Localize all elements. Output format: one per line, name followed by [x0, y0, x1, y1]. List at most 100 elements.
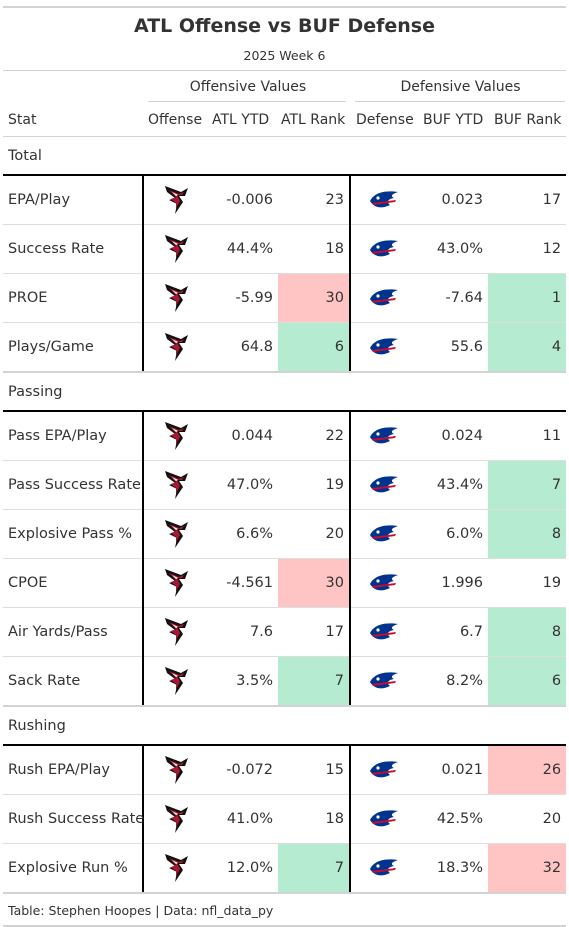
column-header-rule	[3, 136, 566, 137]
table-row: Sack Rate 3.5% 7 8.2% 6	[3, 656, 567, 707]
buf-ytd-value: 42.5%	[416, 794, 488, 844]
atl-rank-value: 22	[278, 411, 350, 461]
atl-rank-value: 7	[278, 843, 350, 894]
atl-ytd-value: -0.072	[208, 745, 278, 795]
buf-rank-value: 6	[488, 656, 567, 707]
header-top-rule	[3, 70, 566, 71]
buf-rank-value: 32	[488, 843, 567, 894]
table-row: Plays/Game 64.8 6 55.6 4	[3, 322, 567, 373]
bills-logo-icon	[369, 289, 398, 306]
buf-ytd-value: -7.64	[416, 273, 488, 323]
stat-name: PROE	[3, 273, 143, 323]
falcons-logo-icon	[165, 756, 188, 784]
falcons-logo-icon	[165, 235, 188, 263]
table-row: PROE -5.99 30 -7.64 1	[3, 273, 567, 323]
atl-ytd-value: -0.006	[208, 175, 278, 225]
offense-logo-cell	[142, 656, 208, 707]
offense-logo-cell	[142, 509, 208, 559]
source-note: Table: Stephen Hoopes | Data: nfl_data_p…	[8, 903, 274, 918]
defense-logo-cell	[349, 322, 416, 373]
buf-ytd-value: 0.024	[416, 411, 488, 461]
stat-name: Pass EPA/Play	[3, 411, 143, 461]
stat-name: Rush Success Rate	[3, 794, 144, 844]
stat-name: Sack Rate	[3, 656, 143, 707]
buf-ytd-value: 6.7	[416, 607, 488, 657]
offense-logo-cell	[142, 175, 208, 225]
bills-logo-icon	[369, 810, 398, 827]
buf-ytd-value: 6.0%	[416, 509, 488, 559]
defense-logo-cell	[349, 843, 416, 894]
col-header-atl-ytd: ATL YTD	[212, 112, 270, 128]
falcons-logo-icon	[165, 186, 188, 214]
bills-logo-icon	[369, 525, 398, 542]
group-row-total: Total	[3, 137, 567, 176]
table-row: Air Yards/Pass 7.6 17 6.7 8	[3, 607, 567, 657]
bottom-rule	[3, 925, 566, 927]
atl-ytd-value: -4.561	[208, 558, 278, 608]
buf-ytd-value: 43.0%	[416, 224, 488, 274]
offense-logo-cell	[142, 607, 208, 657]
falcons-logo-icon	[165, 284, 188, 312]
buf-ytd-value: 0.021	[416, 745, 488, 795]
col-header-buf-ytd: BUF YTD	[423, 112, 484, 128]
buf-ytd-value: 1.996	[416, 558, 488, 608]
table-row: EPA/Play -0.006 23 0.023 17	[3, 175, 567, 225]
col-header-offense: Offense	[148, 112, 203, 128]
atl-ytd-value: 44.4%	[208, 224, 278, 274]
buf-rank-value: 26	[488, 745, 567, 795]
atl-rank-value: 17	[278, 607, 350, 657]
bills-logo-icon	[369, 427, 398, 444]
defense-logo-cell	[349, 460, 416, 510]
col-header-atl-rank: ATL Rank	[281, 112, 346, 128]
buf-rank-value: 8	[488, 509, 567, 559]
atl-ytd-value: 7.6	[208, 607, 278, 657]
spanner-defense-rule	[355, 101, 565, 102]
atl-rank-value: 18	[278, 224, 350, 274]
atl-ytd-value: -5.99	[208, 273, 278, 323]
col-header-stat: Stat	[8, 112, 37, 128]
buf-ytd-value: 8.2%	[416, 656, 488, 707]
stat-name: CPOE	[3, 558, 143, 608]
stat-name: Explosive Run %	[3, 843, 143, 894]
falcons-logo-icon	[165, 854, 188, 882]
atl-rank-value: 18	[278, 794, 350, 844]
defense-logo-cell	[349, 224, 416, 274]
falcons-logo-icon	[165, 618, 188, 646]
stat-name: Plays/Game	[3, 322, 143, 373]
spanner-defense: Defensive Values	[400, 79, 521, 95]
stat-name: Success Rate	[3, 224, 143, 274]
group-label: Rushing	[3, 706, 567, 746]
table-title: ATL Offense vs BUF Defense	[133, 15, 436, 37]
stat-name: Rush EPA/Play	[3, 745, 143, 795]
spanner-offense-rule	[148, 101, 346, 102]
stat-name: Air Yards/Pass	[3, 607, 143, 657]
table-row: CPOE -4.561 30 1.996 19	[3, 558, 567, 608]
offense-logo-cell	[142, 843, 208, 894]
defense-logo-cell	[349, 558, 416, 608]
atl-ytd-value: 0.044	[208, 411, 278, 461]
buf-ytd-value: 0.023	[416, 175, 488, 225]
offense-logo-cell	[142, 322, 208, 373]
defense-logo-cell	[349, 175, 416, 225]
buf-rank-value: 19	[488, 558, 567, 608]
table-row: Rush EPA/Play -0.072 15 0.021 26	[3, 745, 567, 795]
falcons-logo-icon	[165, 805, 188, 833]
defense-logo-cell	[349, 411, 416, 461]
defense-logo-cell	[349, 794, 416, 844]
offense-logo-cell	[142, 273, 208, 323]
stat-name: Explosive Pass %	[3, 509, 143, 559]
falcons-logo-icon	[165, 667, 188, 695]
stat-name: EPA/Play	[3, 175, 143, 225]
bills-logo-icon	[369, 574, 398, 591]
group-row-rushing: Rushing	[3, 706, 567, 746]
buf-ytd-value: 18.3%	[416, 843, 488, 894]
top-rule	[3, 6, 566, 8]
buf-rank-value: 1	[488, 273, 567, 323]
falcons-logo-icon	[165, 520, 188, 548]
group-row-passing: Passing	[3, 372, 567, 412]
buf-rank-value: 4	[488, 322, 567, 373]
atl-rank-value: 6	[278, 322, 350, 373]
stats-table-body: Total EPA/Play -0.006 23 0.023 17 Success Rate…	[3, 137, 567, 894]
defense-logo-cell	[349, 607, 416, 657]
